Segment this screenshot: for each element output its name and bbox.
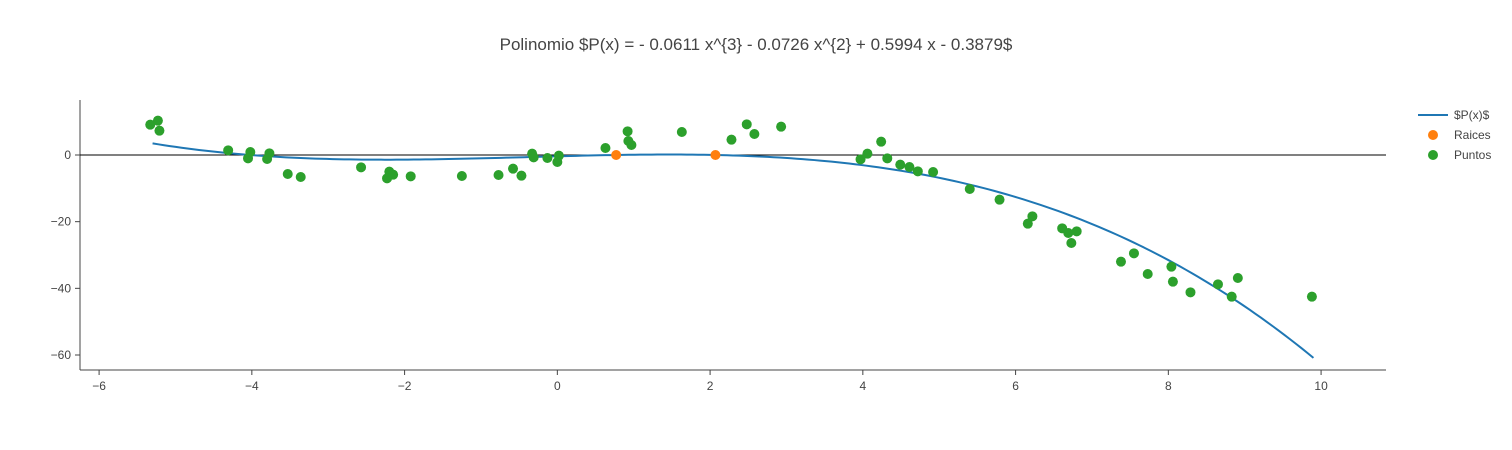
data-point: [1142, 269, 1153, 279]
x-tick-label: −4: [245, 379, 259, 393]
axes: −6 −4 −2 0 2 4 6 8 100−20−40−60: [51, 100, 1386, 393]
data-point: [528, 152, 539, 163]
x-tick-label: 2: [707, 379, 714, 393]
legend: $P(x)$ Raices Puntos: [1418, 108, 1491, 162]
data-point: [1027, 211, 1038, 222]
data-point: [154, 125, 165, 136]
data-point: [862, 148, 873, 159]
data-point: [676, 127, 687, 137]
data-point: [1185, 287, 1196, 298]
data-point: [622, 126, 633, 137]
data-point: [553, 150, 564, 161]
x-tick-label: −6: [92, 379, 106, 393]
data-point: [726, 134, 737, 145]
x-tick-label: 6: [1012, 379, 1019, 393]
data-point: [912, 166, 923, 177]
data-point: [1167, 276, 1178, 287]
legend-label: Raices: [1454, 128, 1491, 142]
data-point: [356, 162, 367, 173]
data-point: [964, 184, 975, 194]
legend-swatch-points: [1428, 150, 1438, 160]
data-point: [1306, 291, 1317, 302]
x-tick-label: −2: [398, 379, 412, 393]
data-point: [1212, 279, 1223, 290]
data-point: [1226, 291, 1237, 302]
data-point: [1022, 218, 1033, 229]
data-point: [542, 153, 553, 163]
y-tick-label: 0: [64, 148, 71, 162]
x-tick-label: 0: [554, 379, 561, 393]
x-tick-label: 4: [859, 379, 866, 393]
polynomial-curve-line: [152, 142, 1315, 359]
y-tick-label: −40: [51, 281, 72, 295]
data-point: [223, 145, 234, 156]
data-point: [508, 163, 519, 174]
data-point: [876, 136, 887, 147]
data-point: [1063, 228, 1074, 238]
data-point: [600, 143, 611, 153]
root-point: [710, 150, 721, 160]
data-point: [388, 169, 399, 180]
data-point: [904, 162, 915, 172]
data-point: [1166, 261, 1177, 272]
data-point: [282, 169, 293, 179]
data-point: [1071, 226, 1082, 237]
legend-swatch-roots: [1428, 130, 1438, 140]
data-point: [456, 171, 467, 181]
data-point: [1066, 238, 1077, 248]
data-point: [264, 148, 275, 159]
data-point: [516, 170, 527, 181]
data-point: [928, 167, 939, 177]
y-tick-label: −20: [51, 215, 72, 229]
data-point: [882, 153, 893, 164]
plot-area: [145, 115, 1317, 359]
data-point: [994, 194, 1005, 205]
data-point: [295, 172, 306, 182]
legend-label: Puntos: [1454, 148, 1491, 162]
x-tick-label: 8: [1165, 379, 1172, 393]
y-tick-label: −60: [51, 348, 72, 362]
data-point: [493, 170, 504, 180]
data-point: [895, 159, 906, 170]
data-point: [245, 147, 256, 157]
data-point: [741, 119, 752, 130]
x-tick-label: 10: [1314, 379, 1328, 393]
data-point: [1115, 256, 1126, 267]
data-point: [855, 154, 866, 165]
data-point: [776, 121, 787, 132]
chart-title: Polinomio $P(x) = - 0.0611 x^{3} - 0.072…: [500, 35, 1013, 54]
data-point: [405, 171, 416, 182]
data-point: [626, 140, 637, 150]
data-point: [1128, 248, 1139, 259]
data-point: [749, 129, 760, 139]
root-point: [611, 150, 622, 160]
legend-label: $P(x)$: [1454, 108, 1490, 122]
data-point: [145, 119, 156, 130]
data-point: [1232, 273, 1243, 283]
data-point: [152, 115, 163, 126]
